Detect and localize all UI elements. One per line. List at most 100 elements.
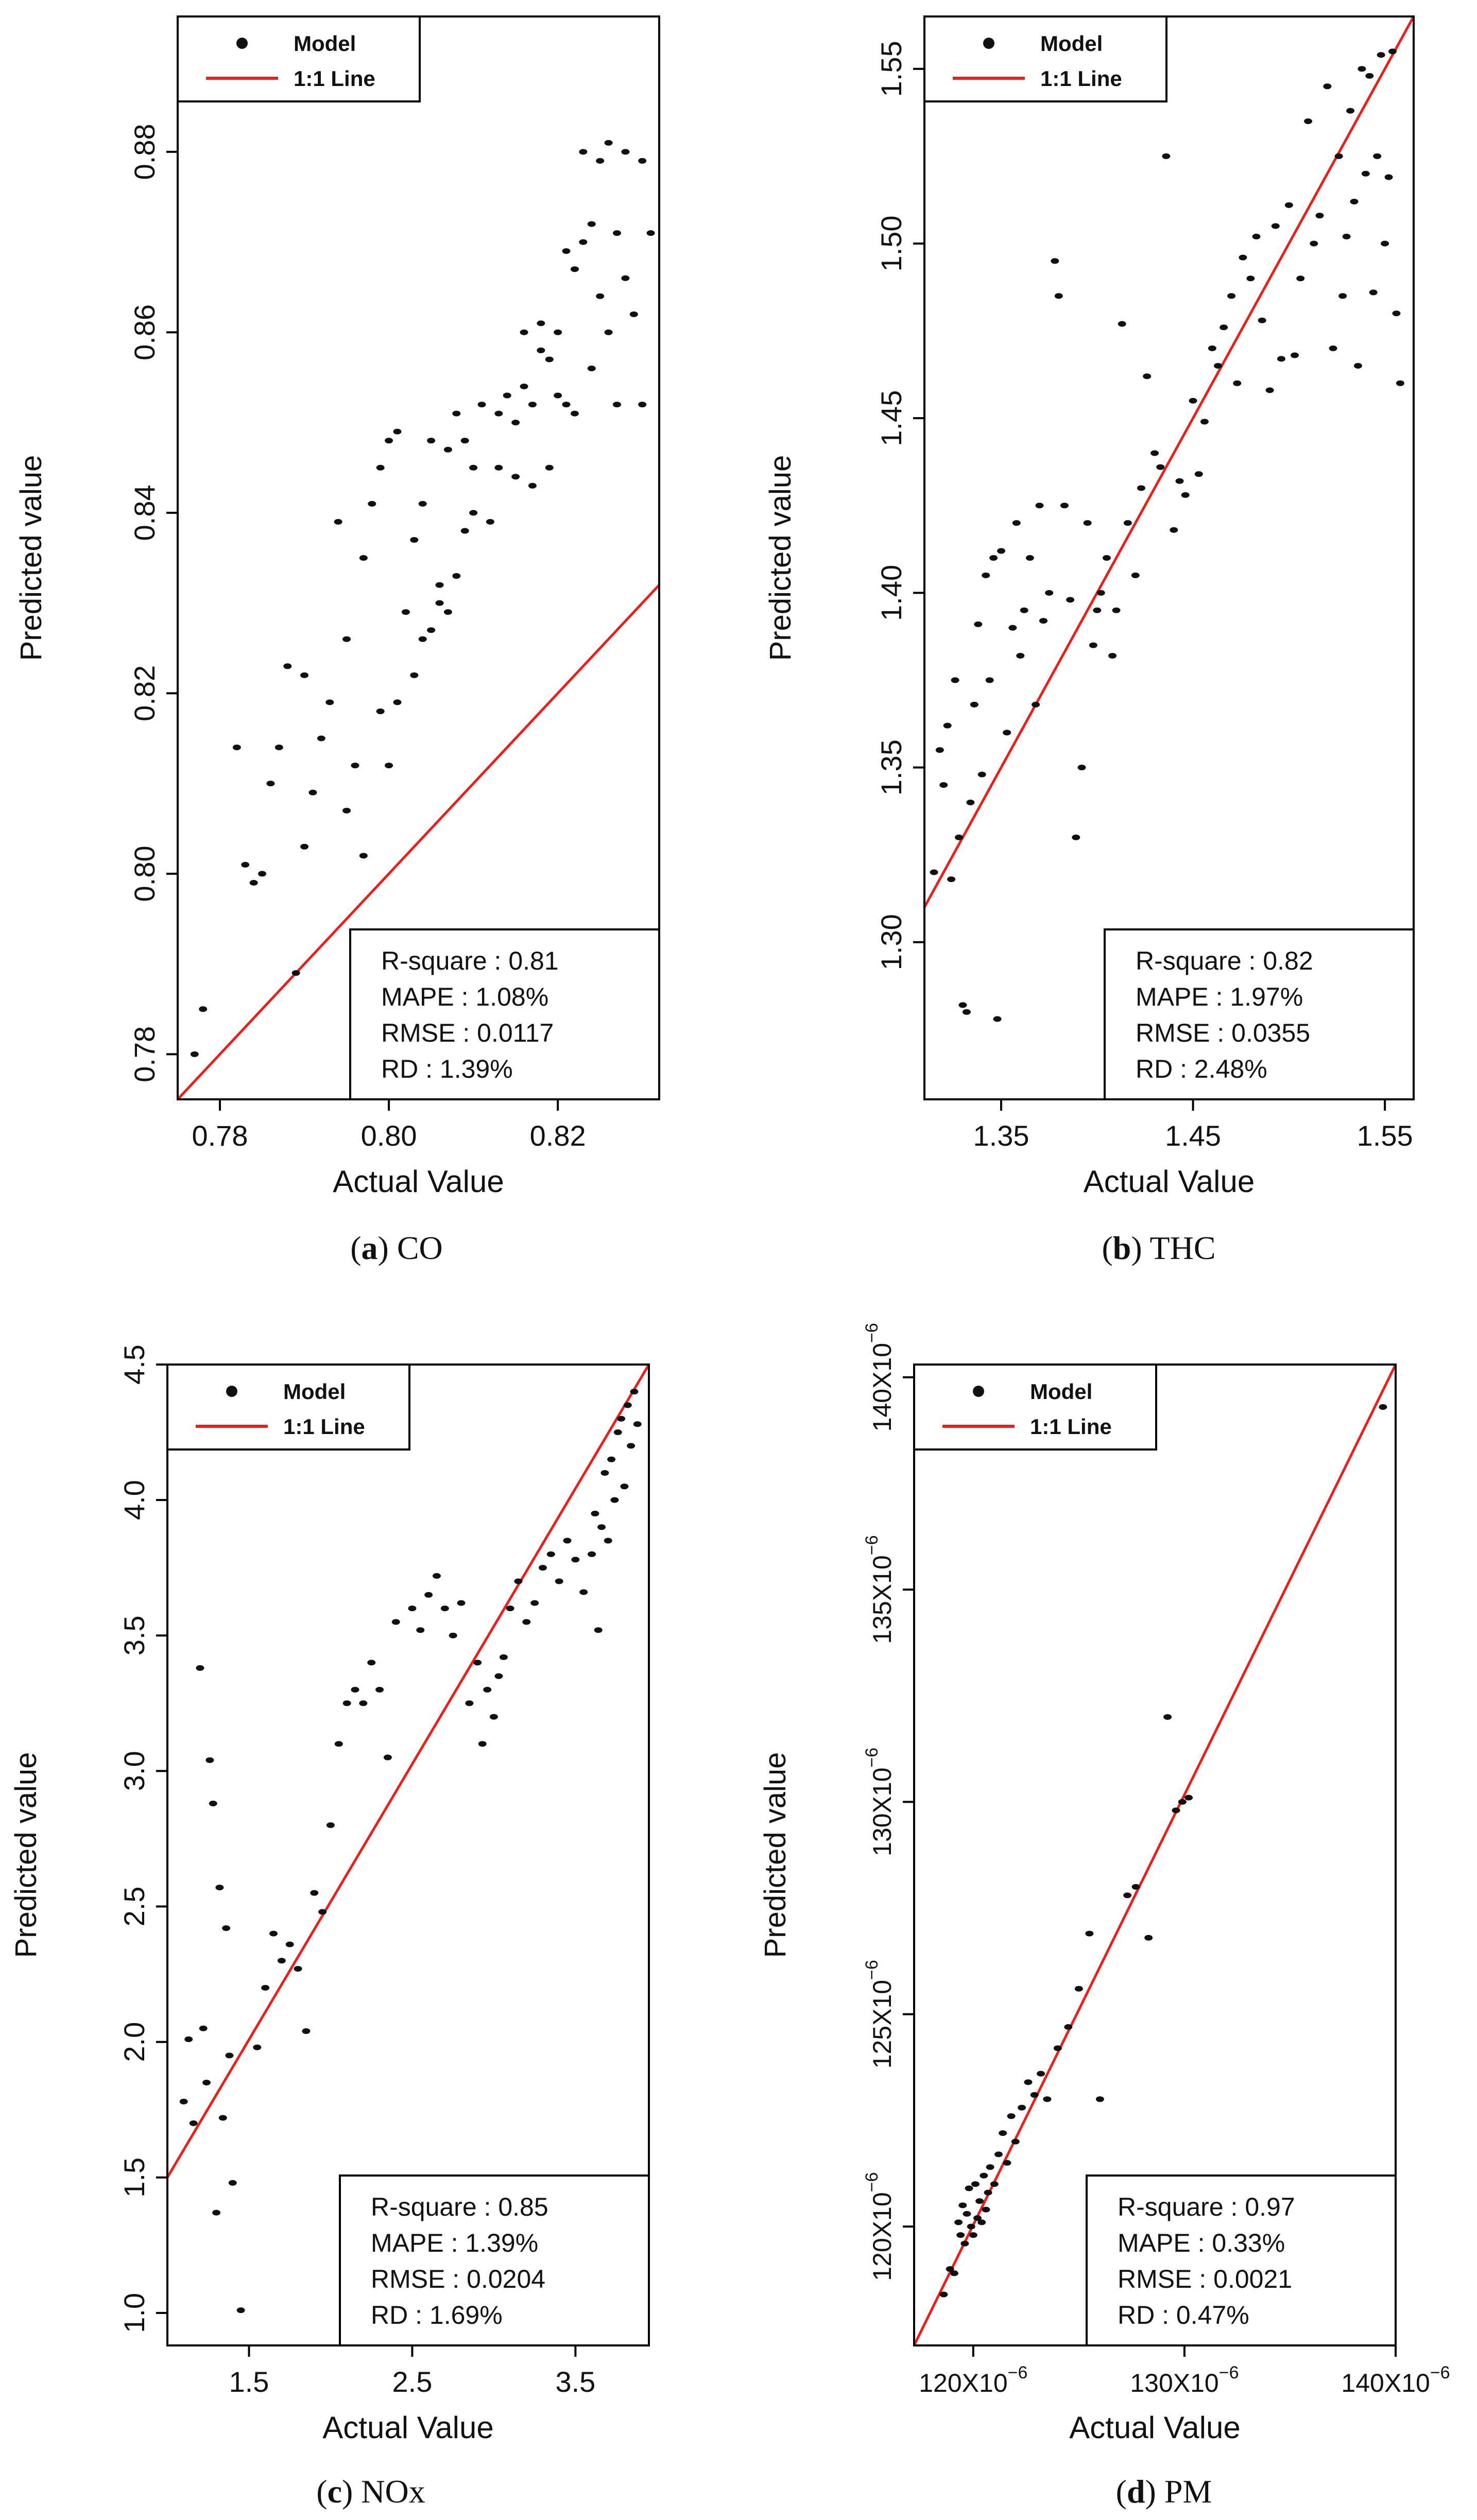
data-point (1011, 2138, 1020, 2145)
data-point (367, 1660, 376, 1666)
data-point (960, 2240, 969, 2247)
data-point (538, 1565, 547, 1571)
x-axis-label: Actual Value (322, 2410, 493, 2445)
data-point (1358, 66, 1366, 72)
data-point (427, 438, 436, 444)
data-point (325, 699, 334, 705)
panel-caption: (c) NOx (316, 2473, 425, 2510)
data-point (503, 392, 511, 399)
plot-area (167, 1365, 649, 2314)
data-point (232, 745, 241, 751)
data-point (1271, 223, 1280, 229)
data-point (1003, 2160, 1011, 2166)
data-point (1373, 153, 1382, 159)
x-tick-label: 130X10−6 (1130, 2363, 1239, 2397)
caption-text: NOx (353, 2473, 425, 2510)
data-point (375, 1686, 384, 1693)
data-point (621, 149, 630, 155)
data-point (607, 1456, 616, 1462)
legend-point-icon (236, 38, 248, 49)
data-point (1258, 317, 1266, 323)
plot-area (178, 140, 659, 1099)
stats-box: R-square : 0.97 MAPE : 0.33% RMSE : 0.0021… (1086, 2174, 1397, 2346)
data-point (1085, 1930, 1094, 1937)
data-point (274, 745, 283, 751)
data-point (1379, 1404, 1387, 1410)
data-point (1035, 503, 1044, 509)
data-point (969, 2232, 977, 2238)
chart-panel-c: 1.5 2.5 3.5 1.0 1.5 2.0 2.5 3.0 3.5 4.0 4.5 Actual … (9, 1344, 650, 2510)
data-point (638, 158, 647, 164)
legend-point-icon (973, 1386, 984, 1397)
data-point (1163, 1714, 1172, 1720)
stats-frame (1086, 2174, 1397, 2346)
data-point (258, 871, 267, 877)
data-point (528, 482, 537, 489)
legend-label: Model (1040, 31, 1103, 56)
data-point (1053, 2045, 1062, 2051)
data-point (469, 464, 478, 471)
data-point (351, 1686, 359, 1693)
data-point (630, 1389, 639, 1395)
data-point (1003, 730, 1011, 736)
data-point (1012, 520, 1021, 526)
data-point (342, 636, 351, 642)
data-point (951, 677, 959, 683)
data-point (977, 2219, 986, 2225)
stats-line: RD : 1.69% (371, 2301, 503, 2329)
data-point (629, 311, 638, 317)
data-point (1384, 174, 1393, 180)
data-point (376, 708, 385, 714)
data-point (1032, 701, 1040, 707)
identity-line (924, 16, 1414, 908)
data-point (494, 464, 503, 471)
stats-line: R-square : 0.81 (381, 946, 559, 975)
legend-label: 1:1 Line (1030, 1414, 1112, 1439)
y-tick-label: 140X10−6 (862, 1323, 897, 1431)
legend-box (177, 15, 421, 102)
x-tick-exponent: −6 (1008, 2363, 1028, 2383)
data-point (1381, 240, 1389, 247)
data-point (946, 2266, 954, 2272)
data-point (228, 2180, 237, 2186)
legend-box (923, 15, 1167, 102)
data-point (1200, 419, 1209, 425)
data-point (443, 446, 452, 453)
data-point (621, 275, 630, 281)
stats-box: R-square : 0.85 MAPE : 1.39% RMSE : 0.0204… (339, 2174, 650, 2346)
data-point (457, 1600, 466, 1606)
data-point (1072, 834, 1080, 840)
data-point (1208, 345, 1216, 351)
data-point (1220, 324, 1228, 331)
caption-text: THC (1142, 1230, 1216, 1266)
y-axis-label: Predicted value (14, 455, 48, 661)
y-tick-label: 4.0 (118, 1480, 150, 1520)
stats-box: R-square : 0.82 MAPE : 1.97% RMSE : 0.0355… (1104, 928, 1415, 1100)
data-point (1388, 48, 1397, 55)
data-point (980, 2172, 988, 2179)
data-point (277, 1958, 286, 1964)
data-point (424, 1592, 433, 1598)
data-point (489, 1714, 498, 1720)
data-point (1342, 233, 1351, 239)
data-point (302, 2028, 311, 2034)
chart-panel-d: 120X10−6 130X10−6 140X10−6 120X10−6 125X10−6… (759, 1323, 1450, 2510)
data-point (1045, 590, 1054, 596)
caption-paren: ( (1116, 2473, 1127, 2510)
data-point (1353, 363, 1362, 369)
data-point (401, 609, 410, 615)
y-axis-label: Predicted value (9, 1752, 43, 1958)
data-point (435, 600, 444, 606)
data-point (440, 1606, 449, 1612)
data-point (342, 807, 351, 814)
data-point (1323, 83, 1332, 90)
caption-letter: a (362, 1230, 378, 1266)
caption-letter: b (1113, 1230, 1131, 1266)
data-point (1007, 2113, 1016, 2119)
data-point (393, 428, 402, 435)
data-point (222, 1925, 231, 1931)
data-point (989, 555, 998, 561)
data-point (1037, 2070, 1045, 2077)
data-point (982, 572, 990, 578)
x-axis-label: Actual Value (1069, 2410, 1240, 2445)
